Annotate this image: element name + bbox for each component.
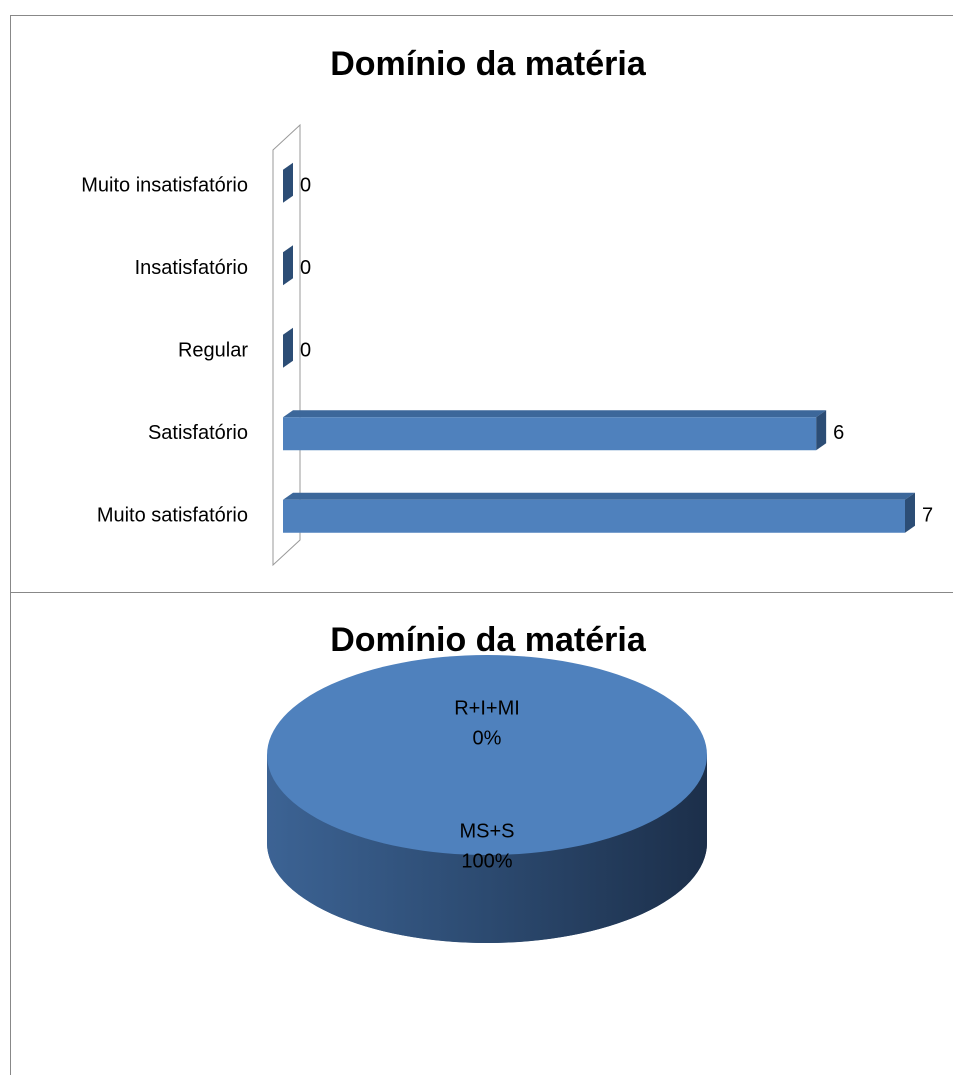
slice-value-label: 100% bbox=[461, 850, 512, 872]
y-tick-label: Satisfatório bbox=[148, 422, 248, 444]
bar-side bbox=[816, 410, 827, 451]
data-label: 0 bbox=[300, 175, 311, 197]
bar-side bbox=[905, 492, 915, 533]
bar-top bbox=[283, 492, 915, 500]
chart-title: Domínio da matéria bbox=[330, 45, 647, 83]
y-tick-label: Muito insatisfatório bbox=[81, 175, 248, 197]
bar-side bbox=[283, 245, 293, 286]
chart-title: Domínio da matéria bbox=[330, 621, 647, 659]
y-tick-label: Regular bbox=[178, 340, 248, 362]
bar-side bbox=[283, 162, 293, 203]
bar bbox=[283, 417, 817, 451]
data-label: 6 bbox=[833, 422, 844, 444]
bar-side bbox=[283, 327, 293, 368]
bar bbox=[283, 499, 905, 533]
data-label: 0 bbox=[300, 340, 311, 362]
slice-value-label: 0% bbox=[473, 727, 502, 749]
data-label: 0 bbox=[300, 257, 311, 279]
bar-top bbox=[283, 410, 827, 418]
y-tick-label: Insatisfatório bbox=[135, 257, 248, 279]
data-label: 7 bbox=[922, 505, 933, 527]
slice-label: R+I+MI bbox=[454, 697, 520, 719]
slice-label: MS+S bbox=[459, 820, 514, 842]
pie-slice bbox=[267, 655, 707, 855]
y-tick-label: Muito satisfatório bbox=[97, 505, 248, 527]
